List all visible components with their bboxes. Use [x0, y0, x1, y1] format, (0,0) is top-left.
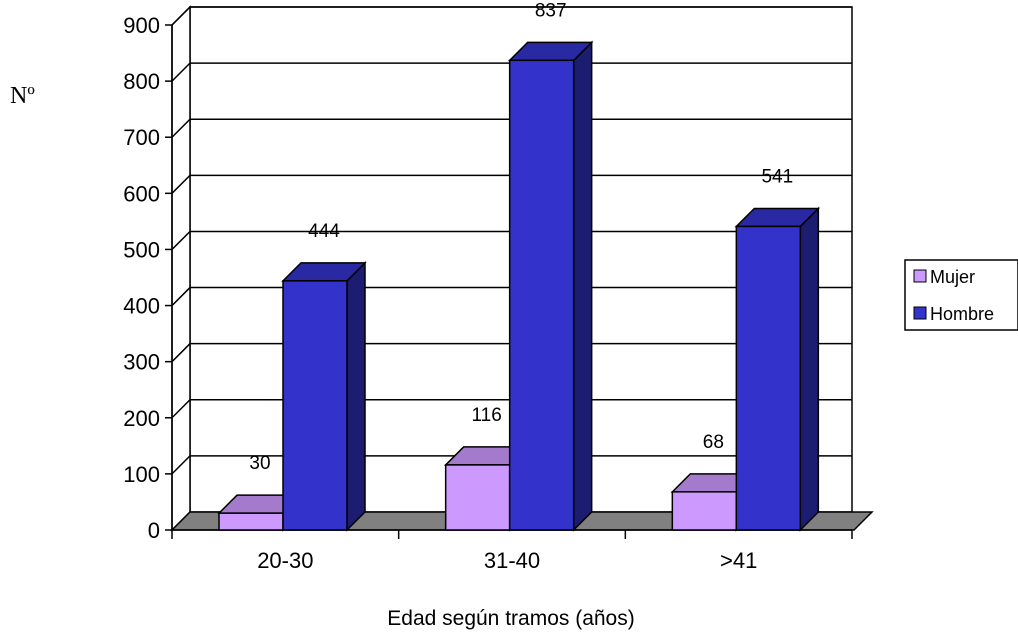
y-axis-title: Nº — [10, 83, 35, 109]
x-axis: 20-30 31-40 >41 — [171, 529, 853, 573]
x-tick-label: 20-30 — [257, 548, 313, 573]
bar-side — [799, 206, 820, 532]
data-label: 68 — [703, 432, 724, 453]
bar-front — [444, 464, 511, 531]
data-label: 444 — [308, 221, 340, 242]
gridline — [171, 174, 852, 194]
gridline — [171, 62, 852, 82]
y-tick-label: 0 — [148, 518, 160, 543]
data-label: 541 — [761, 166, 793, 187]
gridlines — [171, 6, 852, 475]
bar-front — [218, 512, 284, 531]
x-tick-label: >41 — [720, 548, 757, 573]
x-axis-title: Edad según tramos (años) — [387, 607, 634, 630]
gridline — [171, 399, 852, 419]
bar-side — [572, 40, 593, 532]
legend-swatch-hombre — [913, 306, 927, 320]
bar-hombre-2 — [734, 206, 821, 532]
bar-hombre-1 — [507, 40, 594, 532]
y-tick-label: 400 — [123, 294, 160, 319]
bar-hombre-0 — [281, 261, 367, 532]
data-label: 837 — [535, 0, 567, 21]
data-label: 116 — [472, 405, 502, 426]
y-axis: 0 100 200 300 400 500 600 700 800 900 — [123, 13, 173, 543]
x-tick-label: 31-40 — [484, 548, 540, 573]
side-wall — [171, 5, 191, 532]
data-labels: 30 116 68 444 837 541 — [249, 0, 793, 474]
y-tick-label: 600 — [123, 181, 160, 206]
y-tick-label: 200 — [123, 406, 160, 431]
data-label: 30 — [249, 453, 270, 474]
bars — [217, 40, 821, 532]
gridline — [171, 342, 852, 363]
y-tick-label: 500 — [123, 237, 160, 262]
bar-front — [508, 59, 575, 531]
gridline — [171, 118, 852, 138]
y-tick-label: 800 — [123, 69, 160, 94]
bar-front — [282, 280, 348, 531]
gridline — [171, 230, 852, 250]
bar-side — [346, 261, 366, 532]
legend-swatch-mujer — [913, 269, 927, 283]
legend-label-hombre: Hombre — [930, 304, 994, 324]
gridline — [171, 6, 852, 26]
y-tick-label: 300 — [123, 350, 160, 375]
bar-front — [671, 491, 738, 531]
y-tick-label: 700 — [123, 125, 160, 150]
y-tick-label: 100 — [123, 462, 160, 487]
legend-label-mujer: Mujer — [930, 267, 975, 287]
bar-front — [735, 225, 802, 531]
gridline — [171, 286, 852, 307]
gridline — [171, 455, 852, 475]
y-tick-label: 900 — [123, 13, 160, 38]
legend: Mujer Hombre — [904, 259, 1018, 331]
